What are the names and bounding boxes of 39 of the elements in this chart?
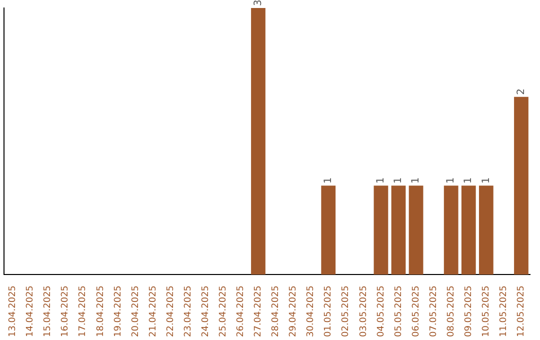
x-tick-label: 20.04.2025 xyxy=(130,285,141,337)
x-tick-label: 16.04.2025 xyxy=(60,285,71,337)
x-tick-label: 01.05.2025 xyxy=(324,285,334,337)
x-tick-label: 22.04.2025 xyxy=(166,285,176,337)
x-tick-label: 26.04.2025 xyxy=(236,285,246,337)
x-tick-label: 28.04.2025 xyxy=(271,285,282,337)
data-label: 1 xyxy=(393,177,404,184)
x-tick-label: 09.05.2025 xyxy=(464,285,474,337)
data-label: 1 xyxy=(376,177,387,184)
x-tick-label: 14.04.2025 xyxy=(26,285,36,337)
x-tick-label: 07.05.2025 xyxy=(428,285,439,337)
x-tick-label: 23.04.2025 xyxy=(183,285,194,337)
x-tick-label: 12.05.2025 xyxy=(516,285,527,337)
data-label: 2 xyxy=(516,88,527,95)
x-tick-label: 13.04.2025 xyxy=(8,285,18,337)
x-tick-label: 06.05.2025 xyxy=(411,285,422,337)
data-label: 1 xyxy=(463,177,474,184)
x-tick-label: 18.04.2025 xyxy=(96,285,106,337)
x-tick-label: 08.05.2025 xyxy=(446,285,456,337)
x-tick-label: 27.04.2025 xyxy=(254,285,264,337)
x-tick-label: 10.05.2025 xyxy=(482,285,492,337)
x-tick-label: 05.05.2025 xyxy=(394,285,404,337)
x-tick-label: 29.04.2025 xyxy=(288,285,299,337)
x-tick-label: 15.04.2025 xyxy=(43,285,54,337)
data-label: 3 xyxy=(252,0,264,6)
x-tick-label: 11.05.2025 xyxy=(499,285,510,337)
x-tick-label: 25.04.2025 xyxy=(218,285,229,337)
x-tick-label: 02.05.2025 xyxy=(341,285,352,337)
x-tick-label: 24.04.2025 xyxy=(200,285,211,337)
x-tick-label: 04.05.2025 xyxy=(376,285,386,337)
x-tick-label: 19.04.2025 xyxy=(113,285,124,337)
x-tick-label: 17.04.2025 xyxy=(78,285,88,337)
x-tick-label: 21.04.2025 xyxy=(148,285,158,337)
x-tick-label: 30.04.2025 xyxy=(306,285,316,337)
data-label: 1 xyxy=(480,177,492,184)
x-tick-label: 03.05.2025 xyxy=(358,285,369,337)
data-label: 1 xyxy=(410,177,422,184)
data-label: 1 xyxy=(322,177,334,184)
data-label: 1 xyxy=(446,177,457,184)
